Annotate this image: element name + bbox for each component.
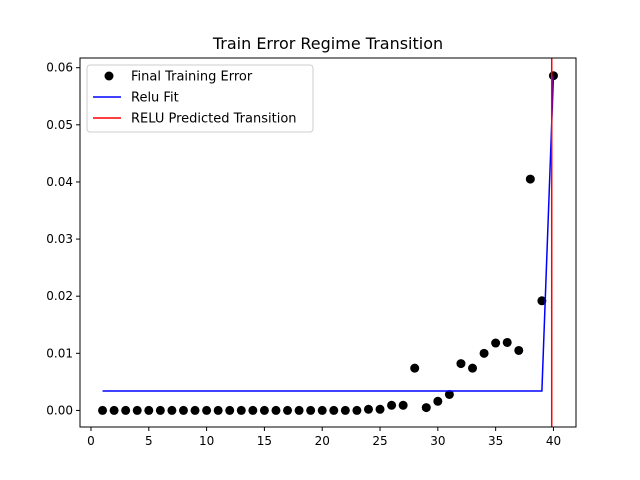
- plot-frame: [79, 57, 577, 428]
- data-point: [502, 337, 512, 347]
- data-point: [190, 405, 200, 415]
- data-point: [410, 363, 420, 373]
- y-tick-label: 0.06: [46, 61, 73, 75]
- y-tick-label: 0.04: [46, 175, 73, 189]
- data-point: [398, 400, 408, 410]
- x-tick-label: 10: [199, 434, 214, 448]
- data-point: [213, 405, 223, 415]
- data-point: [352, 405, 362, 415]
- data-point: [433, 396, 443, 406]
- x-tick-label: 40: [546, 434, 561, 448]
- x-tick-label: 0: [87, 434, 95, 448]
- y-tick-label: 0.02: [46, 289, 73, 303]
- data-point: [329, 405, 339, 415]
- data-point: [271, 405, 281, 415]
- data-point: [306, 405, 316, 415]
- y-axis: 0.00 0.01 0.02 0.03 0.04 0.05 0.06: [46, 61, 80, 417]
- data-point: [444, 389, 454, 399]
- data-point: [121, 405, 131, 415]
- x-tick-label: 25: [372, 434, 387, 448]
- data-point: [132, 405, 142, 415]
- data-point: [155, 405, 165, 415]
- data-point: [387, 400, 397, 410]
- data-point: [537, 296, 547, 306]
- data-point: [283, 405, 293, 415]
- data-point: [98, 405, 108, 415]
- data-point: [202, 405, 212, 415]
- data-point: [236, 405, 246, 415]
- data-point: [259, 405, 269, 415]
- data-point: [468, 363, 478, 373]
- data-point: [225, 405, 235, 415]
- plot-area: [79, 57, 577, 428]
- data-point: [178, 405, 188, 415]
- data-point: [375, 404, 385, 414]
- y-tick-label: 0.00: [46, 403, 73, 417]
- legend-marker: [104, 71, 114, 81]
- chart-title: Train Error Regime Transition: [212, 34, 443, 53]
- x-tick-label: 20: [315, 434, 330, 448]
- x-tick-label: 35: [488, 434, 503, 448]
- legend: Final Training Error Relu Fit RELU Predict…: [86, 64, 314, 133]
- data-point: [294, 405, 304, 415]
- data-point: [525, 174, 535, 184]
- data-point: [491, 338, 501, 348]
- data-point: [479, 348, 489, 358]
- y-tick-label: 0.01: [46, 346, 73, 360]
- data-point: [248, 405, 258, 415]
- legend-label: Relu Fit: [131, 91, 179, 106]
- legend-label: RELU Predicted Transition: [131, 112, 297, 127]
- data-point: [144, 405, 154, 415]
- data-point: [421, 403, 431, 413]
- relu-fit-line: [102, 75, 555, 392]
- x-tick-label: 15: [257, 434, 272, 448]
- x-tick-label: 5: [145, 434, 153, 448]
- data-point: [514, 345, 524, 355]
- x-tick-label: 30: [430, 434, 445, 448]
- data-point: [317, 405, 327, 415]
- data-point: [109, 405, 119, 415]
- y-tick-label: 0.05: [46, 118, 73, 132]
- data-point: [363, 404, 373, 414]
- data-point: [340, 405, 350, 415]
- legend-box: [86, 64, 314, 133]
- legend-label: Final Training Error: [131, 70, 253, 85]
- y-tick-label: 0.03: [46, 232, 73, 246]
- data-point: [456, 359, 466, 369]
- plot-content: [98, 58, 558, 427]
- data-point: [167, 405, 177, 415]
- x-axis: 0 5 10 15 20 25 30 35 40: [87, 427, 561, 448]
